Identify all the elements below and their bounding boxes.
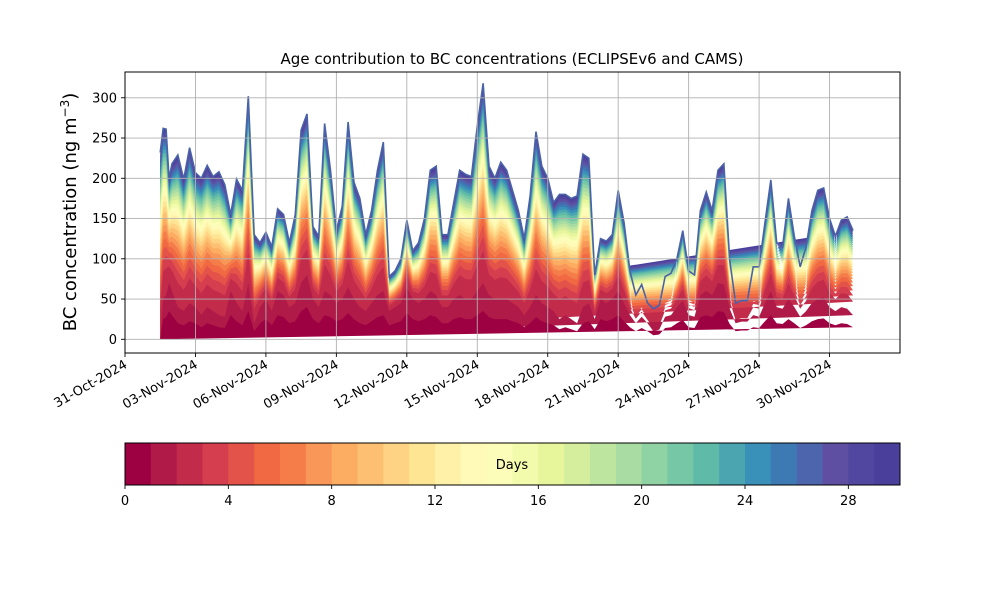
colorbar-bin-21 bbox=[667, 443, 694, 485]
x-tick-label: 12-Nov-2024 bbox=[332, 357, 412, 412]
colorbar-bin-13 bbox=[460, 443, 488, 485]
colorbar-tick-label: 20 bbox=[633, 494, 650, 509]
age-layers bbox=[159, 83, 854, 340]
plot-frame bbox=[124, 71, 901, 354]
colorbar: 0 4 8 12 16 20 24 28 bbox=[121, 442, 901, 509]
colorbar-bin-0 bbox=[125, 443, 152, 485]
colorbar-tick-label: 16 bbox=[530, 494, 547, 509]
colorbar-bin-24 bbox=[745, 443, 772, 485]
x-axis: 31-Oct-202403-Nov-202406-Nov-202409-Nov-… bbox=[52, 353, 835, 412]
colorbar-bin-11 bbox=[409, 443, 436, 485]
colorbar-bin-9 bbox=[357, 443, 384, 485]
y-tick-label: 200 bbox=[92, 172, 117, 187]
colorbar-tick-label: 8 bbox=[328, 494, 336, 509]
colorbar-frame bbox=[124, 442, 901, 486]
x-tick-label: 30-Nov-2024 bbox=[754, 357, 834, 412]
colorbar-tick-label: 24 bbox=[737, 494, 754, 509]
colorbar-bin-23 bbox=[719, 443, 746, 485]
y-tick-label: 250 bbox=[92, 132, 117, 147]
y-tick-label: 100 bbox=[92, 252, 117, 267]
age-layer-0-1-days bbox=[160, 307, 854, 340]
colorbar-bin-19 bbox=[615, 443, 643, 485]
colorbar-bin-28 bbox=[848, 443, 875, 485]
chart-title: Age contribution to BC concentrations (E… bbox=[281, 50, 744, 68]
colorbar-bin-5 bbox=[254, 443, 281, 485]
colorbar-bin-18 bbox=[590, 443, 617, 485]
colorbar-bin-25 bbox=[770, 443, 798, 485]
x-tick-label: 24-Nov-2024 bbox=[613, 357, 693, 412]
y-axis: 0 50 100 150 200 250 300 bbox=[92, 91, 125, 348]
colorbar-label: Days bbox=[496, 458, 529, 473]
plot-area bbox=[124, 71, 901, 354]
y-tick-label: 0 bbox=[109, 333, 117, 348]
colorbar-tick-label: 12 bbox=[427, 494, 444, 509]
x-tick-label: 09-Nov-2024 bbox=[261, 357, 341, 412]
x-tick-label: 03-Nov-2024 bbox=[120, 357, 200, 412]
y-tick-label: 300 bbox=[92, 91, 117, 106]
x-tick-label: 27-Nov-2024 bbox=[684, 357, 764, 412]
colorbar-bin-29 bbox=[874, 443, 901, 485]
colorbar-bin-10 bbox=[383, 443, 410, 485]
x-tick-label: 15-Nov-2024 bbox=[402, 357, 482, 412]
y-tick-label: 150 bbox=[92, 212, 117, 227]
colorbar-bin-4 bbox=[228, 443, 255, 485]
colorbar-bin-7 bbox=[305, 443, 333, 485]
colorbar-bin-12 bbox=[435, 443, 462, 485]
y-axis-label: BC concentration (ng m−3) bbox=[58, 93, 81, 332]
colorbar-bin-8 bbox=[331, 443, 358, 485]
y-tick-label: 50 bbox=[100, 293, 117, 308]
colorbar-bin-1 bbox=[150, 443, 178, 485]
colorbar-bin-22 bbox=[693, 443, 720, 485]
colorbar-bin-3 bbox=[202, 443, 229, 485]
colorbar-bin-27 bbox=[822, 443, 849, 485]
colorbar-bin-17 bbox=[564, 443, 591, 485]
colorbar-bin-16 bbox=[538, 443, 565, 485]
x-tick-label: 06-Nov-2024 bbox=[191, 357, 271, 412]
colorbar-tick-label: 28 bbox=[840, 494, 857, 509]
colorbar-bin-6 bbox=[280, 443, 307, 485]
colorbar-bin-20 bbox=[641, 443, 668, 485]
x-tick-label: 31-Oct-2024 bbox=[52, 357, 130, 411]
colorbar-bin-26 bbox=[796, 443, 823, 485]
colorbar-bin-14 bbox=[486, 443, 513, 485]
x-tick-label: 21-Nov-2024 bbox=[543, 357, 623, 412]
colorbar-bin-15 bbox=[512, 443, 539, 485]
colorbar-tick-label: 4 bbox=[224, 494, 232, 509]
colorbar-bin-2 bbox=[176, 443, 203, 485]
x-tick-label: 18-Nov-2024 bbox=[472, 357, 552, 412]
colorbar-tick-label: 0 bbox=[121, 494, 129, 509]
